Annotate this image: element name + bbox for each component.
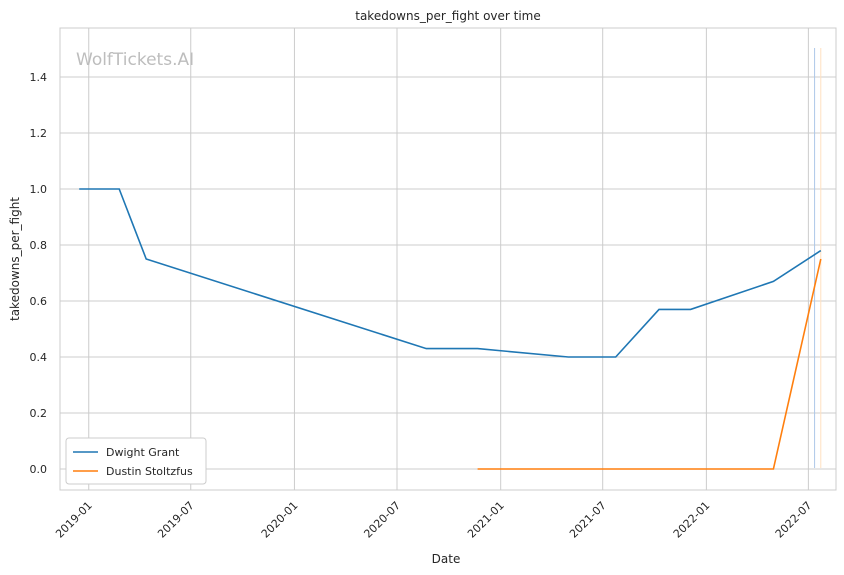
y-tick-label: 0.4 [30, 351, 48, 364]
x-axis-label: Date [432, 552, 461, 566]
series-lines [79, 188, 822, 470]
x-tick-label: 2019-07 [155, 499, 197, 541]
y-tick-label: 0.2 [30, 407, 48, 420]
legend-label-dustin-stoltzfus: Dustin Stoltzfus [106, 465, 193, 478]
x-tick-label: 2021-01 [465, 499, 507, 541]
legend-label-dwight-grant: Dwight Grant [106, 446, 180, 459]
grid-lines [60, 28, 836, 490]
x-tick-label: 2019-01 [53, 499, 95, 541]
vertical-markers [814, 48, 822, 468]
chart-title: takedowns_per_fight over time [355, 9, 541, 23]
series-line-dustin-stoltzfus [477, 258, 822, 470]
x-tick-label: 2020-07 [361, 499, 403, 541]
x-tick-labels: 2019-01 2019-07 2020-01 2020-07 2021-01 2021-… [53, 499, 814, 541]
x-tick-label: 2022-01 [671, 499, 713, 541]
y-tick-label: 0.8 [30, 239, 48, 252]
x-tick-label: 2020-01 [259, 499, 301, 541]
y-tick-labels: 0.0 0.2 0.4 0.6 0.8 1.0 1.2 1.4 [30, 71, 48, 476]
plot-frame [59, 27, 837, 491]
y-tick-label: 1.4 [30, 71, 48, 84]
x-tick-label: 2021-07 [567, 499, 609, 541]
y-tick-label: 1.2 [30, 127, 48, 140]
legend: Dwight Grant Dustin Stoltzfus [65, 437, 207, 485]
x-tick-label: 2022-07 [773, 499, 815, 541]
y-axis-label: takedowns_per_fight [8, 197, 22, 321]
series-line-dwight-grant [79, 188, 822, 358]
y-tick-label: 0.0 [30, 463, 48, 476]
watermark: WolfTickets.AI [76, 50, 194, 70]
y-tick-label: 0.6 [30, 295, 48, 308]
legend-box [65, 437, 207, 485]
y-tick-label: 1.0 [30, 183, 48, 196]
